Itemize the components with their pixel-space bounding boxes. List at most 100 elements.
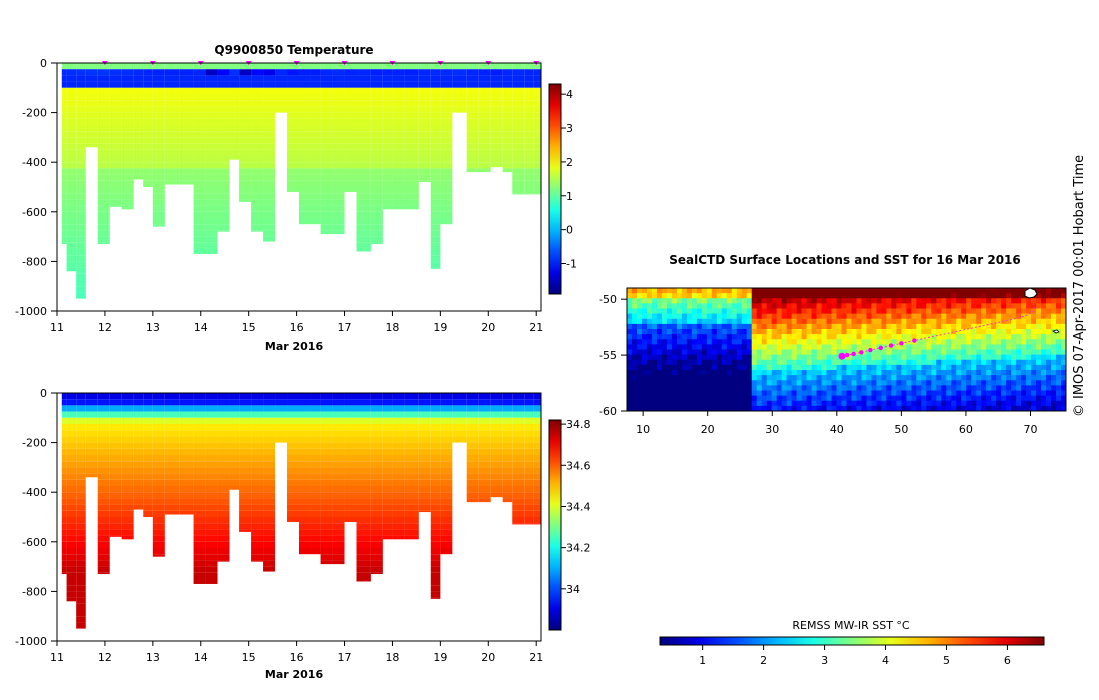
- profile-cell: [310, 424, 321, 431]
- sst-cell: [776, 405, 783, 412]
- profile-cell: [382, 69, 393, 76]
- profile-cell: [533, 149, 541, 156]
- profile-cell: [133, 112, 144, 119]
- profile-cell: [263, 205, 276, 212]
- sst-cell: [901, 313, 907, 320]
- sst-cell: [936, 303, 942, 309]
- sst-cell: [961, 405, 967, 412]
- profile-cell: [179, 498, 194, 505]
- profile-cell: [502, 486, 513, 493]
- temperature-colorbar: [548, 83, 562, 295]
- sst-cell: [866, 293, 872, 299]
- sst-cell: [861, 293, 867, 299]
- sst-cell: [1011, 400, 1017, 407]
- profile-cell: [320, 162, 333, 169]
- profile-cell: [85, 473, 98, 478]
- profile-cell: [299, 517, 311, 524]
- profile-cell: [97, 492, 110, 499]
- sst-cell: [926, 385, 932, 391]
- profile-cell: [356, 523, 371, 530]
- profile-cell: [502, 424, 513, 431]
- profile-cell: [440, 69, 453, 76]
- sst-cell: [961, 375, 967, 381]
- profile-cell: [370, 461, 383, 468]
- sst-cell: [791, 364, 798, 371]
- sst-cell: [636, 380, 643, 386]
- profile-cell: [109, 455, 122, 462]
- profile-cell: [466, 81, 479, 88]
- profile-cell: [205, 529, 218, 536]
- sst-cell: [701, 318, 708, 325]
- profile-cell: [109, 81, 122, 88]
- sst-cell: [1036, 349, 1042, 356]
- sst-cell: [691, 370, 698, 376]
- sst-cell: [926, 298, 932, 304]
- sst-cell: [961, 390, 967, 397]
- profile-cell: [76, 187, 86, 194]
- sst-cell: [931, 339, 937, 345]
- sst-cell: [901, 380, 907, 386]
- profile-cell: [164, 393, 180, 400]
- profile-cell: [61, 180, 67, 187]
- profile-cell: [205, 156, 218, 163]
- sst-cell: [661, 334, 668, 340]
- sst-cell: [1006, 329, 1012, 335]
- sst-cell: [861, 395, 867, 402]
- profile-cell: [97, 236, 110, 243]
- sst-cell: [951, 339, 957, 345]
- sst-cell: [1021, 329, 1027, 335]
- profile-cell: [217, 467, 230, 474]
- sst-cell: [991, 318, 997, 325]
- profile-cell: [356, 579, 371, 582]
- profile-cell: [179, 436, 194, 443]
- profile-cell: [121, 498, 134, 505]
- sst-cell: [746, 400, 753, 407]
- profile-cell: [239, 448, 252, 455]
- profile-cell: [76, 168, 86, 175]
- sst-cell: [921, 395, 927, 402]
- profile-cell: [512, 510, 525, 517]
- profile-cell: [382, 399, 393, 406]
- profile-cell: [382, 498, 393, 505]
- sst-cell: [666, 323, 673, 330]
- sst-cell: [641, 334, 648, 340]
- profile-cell: [512, 424, 525, 431]
- profile-cell: [533, 180, 541, 187]
- profile-cell: [229, 131, 240, 138]
- profile-cell: [452, 87, 467, 94]
- sst-cell: [771, 298, 778, 304]
- sst-colorbar-tick-label: 2: [760, 654, 767, 667]
- sst-colorbar: [659, 636, 1045, 646]
- profile-cell: [533, 405, 541, 412]
- profile-cell: [85, 461, 98, 468]
- sst-cell: [636, 334, 643, 340]
- profile-cell: [466, 63, 479, 70]
- sst-cell: [651, 364, 658, 371]
- profile-cell: [287, 486, 299, 493]
- profile-cell: [418, 467, 431, 474]
- sst-cell: [1011, 303, 1017, 309]
- profile-cell: [239, 529, 252, 532]
- sst-cell: [746, 364, 753, 371]
- profile-cell: [97, 448, 110, 455]
- profile-cell: [418, 125, 431, 132]
- profile-cell: [287, 168, 299, 175]
- profile-cell: [152, 193, 165, 200]
- sst-cell: [806, 313, 812, 320]
- profile-cell: [382, 131, 393, 138]
- sst-cell: [771, 318, 778, 325]
- sst-cell: [881, 339, 887, 345]
- profile-cell: [512, 69, 525, 76]
- sst-cell: [866, 344, 872, 350]
- sst-cell: [866, 370, 872, 376]
- profile-cell: [344, 504, 357, 511]
- sst-cell: [791, 375, 798, 381]
- sst-cell: [781, 405, 788, 412]
- profile-cell: [430, 81, 441, 88]
- profile-cell: [533, 517, 541, 524]
- sst-cell: [931, 329, 937, 335]
- sst-cell: [856, 339, 862, 345]
- sst-cell: [731, 390, 738, 397]
- profile-cell: [133, 393, 144, 400]
- sst-cell: [691, 323, 698, 330]
